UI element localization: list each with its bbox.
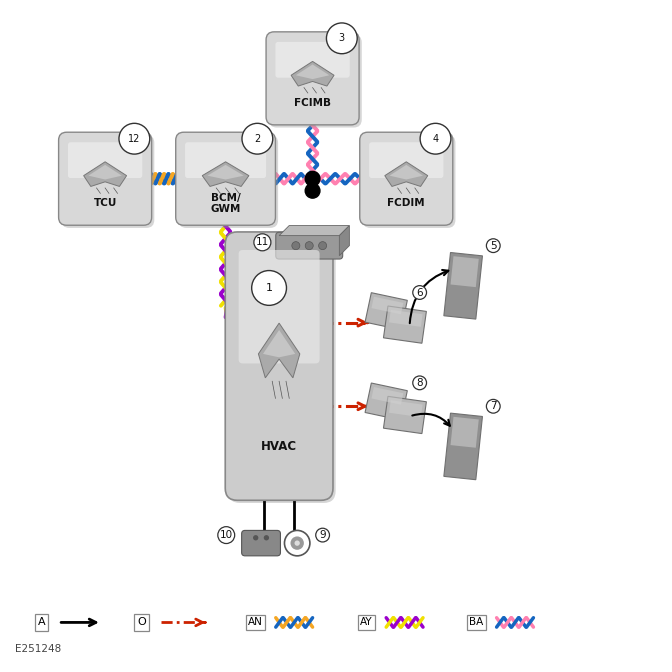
FancyBboxPatch shape <box>276 42 349 78</box>
Polygon shape <box>365 293 407 330</box>
FancyBboxPatch shape <box>225 232 333 500</box>
Polygon shape <box>296 65 329 79</box>
FancyBboxPatch shape <box>362 135 456 228</box>
Text: A: A <box>38 618 45 628</box>
FancyBboxPatch shape <box>242 530 280 556</box>
Text: TCU: TCU <box>93 198 117 208</box>
Polygon shape <box>279 226 349 236</box>
Circle shape <box>242 124 273 154</box>
FancyBboxPatch shape <box>360 132 453 225</box>
FancyBboxPatch shape <box>269 34 362 128</box>
Text: AY: AY <box>360 618 372 628</box>
Text: 7: 7 <box>490 401 497 411</box>
FancyBboxPatch shape <box>185 142 266 178</box>
Polygon shape <box>450 417 478 448</box>
Polygon shape <box>444 253 482 319</box>
Text: AN: AN <box>248 618 263 628</box>
Text: 11: 11 <box>256 237 269 247</box>
FancyBboxPatch shape <box>175 132 276 225</box>
Text: 8: 8 <box>417 378 423 388</box>
Circle shape <box>290 536 304 550</box>
Polygon shape <box>202 162 249 186</box>
Polygon shape <box>291 61 334 86</box>
Text: HVAC: HVAC <box>261 440 297 453</box>
Circle shape <box>305 183 320 198</box>
Text: 9: 9 <box>319 530 326 540</box>
Text: 12: 12 <box>128 134 140 144</box>
Polygon shape <box>372 296 403 314</box>
Circle shape <box>292 242 300 250</box>
Text: FCDIM: FCDIM <box>388 198 425 208</box>
FancyBboxPatch shape <box>58 132 152 225</box>
Text: 6: 6 <box>417 288 423 298</box>
Polygon shape <box>259 323 300 378</box>
Polygon shape <box>83 162 126 186</box>
Text: BA: BA <box>470 618 484 628</box>
FancyBboxPatch shape <box>276 233 343 259</box>
FancyBboxPatch shape <box>61 135 155 228</box>
Polygon shape <box>372 387 403 405</box>
Circle shape <box>263 535 269 540</box>
Polygon shape <box>384 306 426 343</box>
Circle shape <box>253 535 258 540</box>
FancyBboxPatch shape <box>369 142 444 178</box>
Circle shape <box>305 171 320 186</box>
Text: 1: 1 <box>265 283 273 293</box>
Polygon shape <box>339 226 349 255</box>
Circle shape <box>284 530 310 556</box>
Circle shape <box>420 124 451 154</box>
FancyBboxPatch shape <box>178 135 278 228</box>
Text: E251248: E251248 <box>15 644 61 654</box>
Text: 4: 4 <box>433 134 439 144</box>
Circle shape <box>305 242 313 250</box>
Text: BCM/
GWM: BCM/ GWM <box>210 193 241 214</box>
Polygon shape <box>444 413 482 480</box>
Polygon shape <box>390 165 423 179</box>
Polygon shape <box>365 383 407 420</box>
Polygon shape <box>263 330 295 358</box>
Polygon shape <box>450 256 478 287</box>
Polygon shape <box>384 396 426 433</box>
FancyBboxPatch shape <box>228 235 336 503</box>
FancyBboxPatch shape <box>239 250 320 364</box>
Circle shape <box>294 540 300 546</box>
Circle shape <box>252 271 286 305</box>
FancyBboxPatch shape <box>68 142 142 178</box>
Text: 2: 2 <box>254 134 261 144</box>
Polygon shape <box>389 400 423 417</box>
Text: FCIMB: FCIMB <box>294 98 331 108</box>
FancyBboxPatch shape <box>266 32 359 125</box>
Polygon shape <box>208 165 244 179</box>
Text: 3: 3 <box>339 34 345 43</box>
Polygon shape <box>89 165 122 179</box>
Circle shape <box>119 124 150 154</box>
Text: 10: 10 <box>220 530 233 540</box>
Circle shape <box>319 242 327 250</box>
Text: O: O <box>138 618 146 628</box>
Circle shape <box>327 23 358 54</box>
Polygon shape <box>389 310 423 327</box>
Text: 5: 5 <box>490 241 497 251</box>
Polygon shape <box>385 162 428 186</box>
